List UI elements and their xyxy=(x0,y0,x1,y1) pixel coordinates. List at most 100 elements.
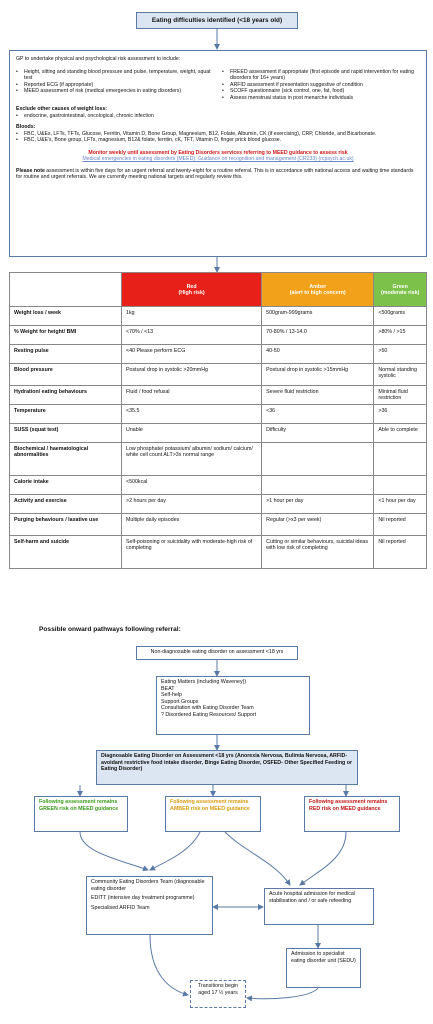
red-cell: Postural drop in systolic >20mmHg xyxy=(120,363,263,386)
amber-risk-box: Following assessment remains AMBER risk … xyxy=(165,796,261,832)
support-line: Support Groups xyxy=(161,698,199,705)
green-cell: >80% / >15 xyxy=(373,325,427,345)
red-header: Red (High risk) xyxy=(120,272,263,307)
amber-cell: 40-50 xyxy=(261,344,375,364)
red-cell: <500kcal xyxy=(120,475,263,495)
risk-row: Purging behaviours / laxative use Multipl… xyxy=(9,513,427,536)
support-line: BEAT xyxy=(161,685,175,692)
acute-admission-box: Acute hospital admission for medical sta… xyxy=(264,888,374,925)
amber-cell: Postural drop in systolic >15mmHg xyxy=(261,363,375,386)
risk-table: Red (High risk) Amber (alert to high conce… xyxy=(9,272,427,569)
amber-cell: 500gram-999grams xyxy=(261,306,375,326)
support-line: Eating Matters (including Waveney)) xyxy=(161,679,247,685)
risk-row: % Weight for height/ BMI <70% / <13 70-80%… xyxy=(9,325,427,345)
bloods-title: Bloods: xyxy=(16,124,36,130)
row-label: Resting pulse xyxy=(9,344,122,364)
bloods-item: FBC, U&E's, Bone group, LFTs, magnesium,… xyxy=(16,137,420,144)
support-line: ? Disordered Eating Resources/ Support xyxy=(161,712,257,719)
risk-row: Calorie intake <500kcal xyxy=(9,475,427,495)
meed-guidance-link[interactable]: Medical emergencies in eating disorders … xyxy=(82,156,354,162)
amber-cell: Cutting or similar behaviours, suicidal … xyxy=(261,535,375,569)
green-cell: Minimal fluid restriction xyxy=(373,385,427,405)
risk-row: Temperature <35.5 <36 >36 xyxy=(9,404,427,424)
amber-cell xyxy=(261,475,375,495)
community-line: EDITT (intensive day treatment programme… xyxy=(91,895,195,902)
row-label: Weight loss / week xyxy=(9,306,122,326)
amber-cell: >1 hour per day xyxy=(261,494,375,514)
amber-cell: Difficulty xyxy=(261,423,375,443)
community-team-box: Community Eating Disorders Team (diagnos… xyxy=(86,876,213,935)
note-bold: Please note xyxy=(16,167,45,174)
risk-row: Resting pulse <40 Please perform ECG 40-50… xyxy=(9,344,427,364)
risk-row: Blood pressure Postural drop in systolic … xyxy=(9,363,427,386)
red-cell: 1kg xyxy=(120,306,263,326)
green-cell: Nil reported xyxy=(373,535,427,569)
row-label: Hydration/ eating behaviours xyxy=(9,385,122,405)
green-cell: <500grams xyxy=(373,306,427,326)
sedu-box: Admission to specialist eating disorder … xyxy=(286,948,361,988)
gp-left-item: Reported ECG (if appropriate) xyxy=(16,82,214,89)
amber-cell: Severe fluid restriction xyxy=(261,385,375,405)
green-cell: Able to complete xyxy=(373,423,427,443)
risk-row: Hydration/ eating behaviours Fluid / food… xyxy=(9,385,427,405)
diagnosable-box: Diagnosable Eating Disorder on Assessmen… xyxy=(96,750,358,785)
red-cell: >2 hours per day xyxy=(120,494,263,514)
support-line: Self-help xyxy=(161,692,182,699)
green-header: Green (moderate risk) xyxy=(373,272,427,307)
risk-row: Biochemical / haematological abnormaliti… xyxy=(9,442,427,476)
risk-row: SUSS (squat test) Unable Difficulty Able to… xyxy=(9,423,427,443)
red-cell: Self-poisoning or suicidality with moder… xyxy=(120,535,263,569)
bloods-item: FBC, U&Es, LFTs, TFTs, Glucose, Ferritin… xyxy=(16,131,420,138)
blank-header xyxy=(9,272,122,307)
monitor-warning: Monitor weekly until assessment by Eatin… xyxy=(88,149,348,156)
row-label: Calorie intake xyxy=(9,475,122,495)
risk-row: Weight loss / week 1kg 500gram-999grams <50… xyxy=(9,306,427,326)
red-cell: Unable xyxy=(120,423,263,443)
risk-row: Self-harm and suicide Self-poisoning or s… xyxy=(9,535,427,569)
gp-right-item: ARFID assessment if presentation suggest… xyxy=(222,82,420,89)
amber-header: Amber (alert to high concern) xyxy=(261,272,375,307)
gp-right-item: SCOFF questionnaire (sick control, one, … xyxy=(222,88,420,95)
row-label: SUSS (squat test) xyxy=(9,423,122,443)
green-cell: Normal standing systolic xyxy=(373,363,427,386)
green-cell xyxy=(373,442,427,476)
exclude-title: Exclude other causes of weight loss: xyxy=(16,106,108,112)
transitions-box: Transitions begin aged 17 ½ years xyxy=(190,980,246,1008)
green-cell: >50 xyxy=(373,344,427,364)
row-label: % Weight for height/ BMI xyxy=(9,325,122,345)
note-text: assessment is within five days for an ur… xyxy=(16,167,414,181)
support-box: Eating Matters (including Waveney)) BEAT… xyxy=(156,676,310,735)
flow-title: Eating difficulties identified (<18 year… xyxy=(136,12,298,29)
green-cell: Nil reported xyxy=(373,513,427,536)
row-label: Purging behaviours / laxative use xyxy=(9,513,122,536)
amber-cell: 70-80% / 13-14.0 xyxy=(261,325,375,345)
amber-cell: <36 xyxy=(261,404,375,424)
risk-row: Activity and exercise >2 hours per day >1 … xyxy=(9,494,427,514)
row-label: Blood pressure xyxy=(9,363,122,386)
community-line: Specialised ARFID Team xyxy=(91,904,150,911)
red-risk-box: Following assessment remains RED risk on… xyxy=(304,796,400,832)
green-cell xyxy=(373,475,427,495)
row-label: Temperature xyxy=(9,404,122,424)
amber-cell: Regular (>x3 per week) xyxy=(261,513,375,536)
green-risk-box: Following assessment remains GREEN risk … xyxy=(34,796,128,832)
community-line: Community Eating Disorders Team (diagnos… xyxy=(91,879,205,892)
pathways-title: Possible onward pathways following refer… xyxy=(39,626,181,633)
row-label: Activity and exercise xyxy=(9,494,122,514)
row-label: Biochemical / haematological abnormaliti… xyxy=(9,442,122,476)
gp-right-item: Assess menstrual status in post menarche… xyxy=(222,95,420,102)
gp-left-item: MEED assessment of risk (medical emergen… xyxy=(16,88,214,95)
green-cell: >36 xyxy=(373,404,427,424)
gp-intro: GP to undertake physical and psychologic… xyxy=(16,56,181,62)
red-cell: Multiple daily episodes xyxy=(120,513,263,536)
red-cell: <70% / <13 xyxy=(120,325,263,345)
amber-cell xyxy=(261,442,375,476)
red-cell: <40 Please perform ECG xyxy=(120,344,263,364)
gp-left-item: Height, sitting and standing blood press… xyxy=(16,69,214,82)
red-cell: Low phosphate/ potassium/ albumin/ sodiu… xyxy=(120,442,263,476)
gp-right-item: FREED assessment if appropriate (first e… xyxy=(222,69,420,82)
exclude-item: endocrine, gastrointestinal, oncological… xyxy=(16,113,420,120)
row-label: Self-harm and suicide xyxy=(9,535,122,569)
gp-assessment-box: GP to undertake physical and psychologic… xyxy=(9,50,427,257)
